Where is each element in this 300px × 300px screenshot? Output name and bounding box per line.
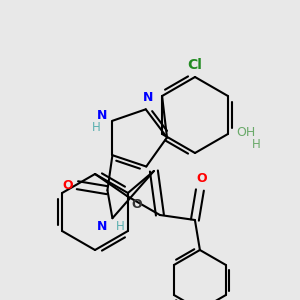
Text: O: O	[132, 197, 142, 211]
Text: H: H	[116, 220, 125, 233]
Text: H: H	[251, 137, 260, 151]
Text: H: H	[92, 121, 101, 134]
Text: N: N	[142, 91, 153, 104]
Text: N: N	[97, 109, 108, 122]
Text: O: O	[196, 172, 207, 184]
Text: OH: OH	[236, 125, 256, 139]
Text: O: O	[62, 179, 73, 192]
Text: N: N	[97, 220, 108, 233]
Text: Cl: Cl	[188, 58, 202, 72]
